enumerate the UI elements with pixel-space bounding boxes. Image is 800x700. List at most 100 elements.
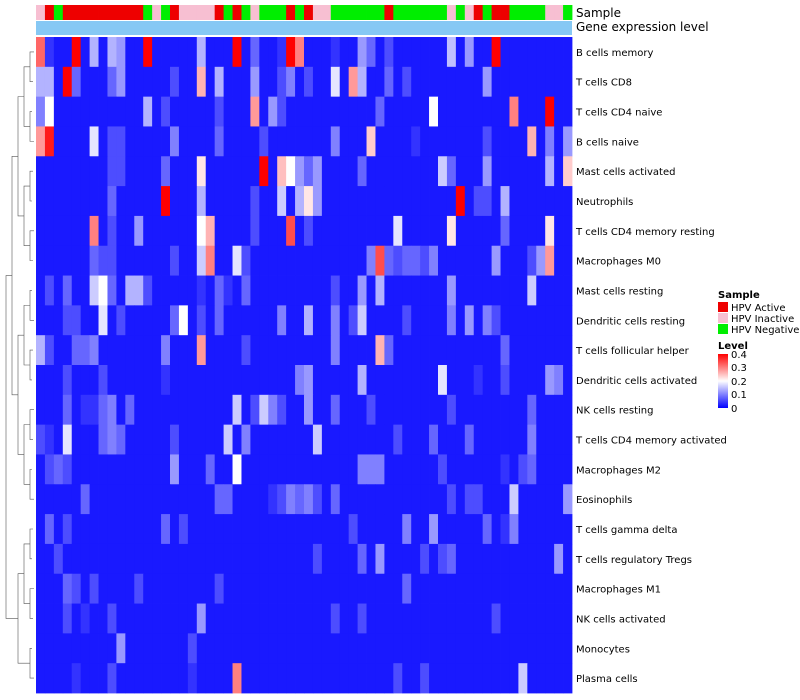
heatmap-cell <box>196 365 207 396</box>
heatmap-cell <box>241 394 251 426</box>
heatmap-cell <box>143 514 153 545</box>
heatmap-cell <box>527 424 537 455</box>
heatmap-cell <box>455 215 466 247</box>
heatmap-cell <box>446 484 457 515</box>
heatmap-cell <box>62 186 73 217</box>
heatmap-cell <box>277 37 287 68</box>
heatmap-cell <box>357 156 367 187</box>
heatmap-cell <box>214 126 224 157</box>
sample-annotation-cell <box>44 5 55 20</box>
heatmap-cell <box>295 424 305 455</box>
heatmap-cell <box>339 335 350 366</box>
heatmap-cell <box>518 454 528 485</box>
heatmap-cell <box>420 335 430 366</box>
heatmap-cell <box>420 305 430 336</box>
heatmap-cell <box>107 633 117 664</box>
heatmap-cell <box>125 96 135 127</box>
heatmap-cell <box>170 126 180 157</box>
heatmap-cell <box>277 215 287 247</box>
heatmap-cell <box>339 215 350 247</box>
heatmap-cell <box>286 96 296 127</box>
heatmap-cell <box>259 156 269 187</box>
heatmap-cell <box>125 603 135 634</box>
heatmap-cell <box>536 305 546 336</box>
heatmap-cell <box>223 156 233 187</box>
heatmap-cell <box>527 66 537 98</box>
heatmap-cell <box>429 454 439 485</box>
heatmap-cell <box>80 96 90 127</box>
heatmap-cell <box>420 484 430 515</box>
heatmap-cell <box>98 365 108 396</box>
level-legend-title: Level <box>718 341 748 352</box>
sample-annotation-cell <box>125 5 135 20</box>
heatmap-cell <box>80 186 90 217</box>
heatmap-cell <box>214 245 224 276</box>
heatmap-cell <box>339 365 350 396</box>
heatmap-cell <box>563 484 573 515</box>
heatmap-cell <box>286 335 296 366</box>
heatmap-cell <box>312 365 323 396</box>
heatmap-cell <box>554 394 564 426</box>
heatmap-cell <box>464 96 475 127</box>
heatmap-cell <box>366 96 376 127</box>
heatmap-cell <box>339 126 350 157</box>
heatmap-cell <box>491 335 501 366</box>
heatmap-cell <box>393 245 403 276</box>
heatmap-cell <box>196 543 207 575</box>
heatmap-cell <box>134 394 144 426</box>
heatmap-cell <box>241 454 251 485</box>
heatmap-cell <box>429 126 439 157</box>
heatmap-cell <box>205 126 216 157</box>
heatmap-cell <box>44 454 55 485</box>
heatmap-cell <box>286 663 296 694</box>
sample-annotation-cell <box>89 5 99 20</box>
heatmap-cell <box>339 603 350 634</box>
heatmap-cell <box>116 335 126 366</box>
heatmap-cell <box>134 484 144 515</box>
dendrogram-branch <box>23 543 30 604</box>
heatmap-cell <box>80 543 90 575</box>
heatmap-cell <box>53 66 64 98</box>
sample-annotation-bar <box>36 5 573 20</box>
heatmap-cell <box>241 66 251 98</box>
heatmap-cell <box>348 37 358 68</box>
heatmap-cell <box>44 305 55 336</box>
heatmap-cell <box>295 514 305 545</box>
heatmap-cell <box>321 215 332 247</box>
heatmap-cell <box>438 394 448 426</box>
heatmap-cell <box>161 305 171 336</box>
heatmap-cell <box>420 663 430 694</box>
heatmap-cell <box>178 186 189 217</box>
heatmap-cell <box>116 275 126 306</box>
heatmap-cell <box>321 663 332 694</box>
heatmap-cell <box>53 454 64 485</box>
heatmap-cell <box>62 335 73 366</box>
sample-annotation-cell <box>161 5 171 20</box>
heatmap-cell <box>393 424 403 455</box>
sample-annotation-cell <box>214 5 224 20</box>
heatmap-cell <box>116 96 126 127</box>
heatmap-cell <box>89 245 99 276</box>
heatmap-cell <box>455 156 466 187</box>
heatmap-cell <box>545 514 555 545</box>
heatmap-cell <box>402 365 412 396</box>
heatmap-cell <box>80 66 90 98</box>
heatmap-cell <box>36 573 46 604</box>
heatmap-cell <box>321 394 332 426</box>
heatmap-cell <box>107 96 117 127</box>
heatmap-cell <box>62 96 73 127</box>
heatmap-cell <box>464 633 475 664</box>
heatmap-cell <box>98 484 108 515</box>
heatmap-cell <box>259 394 269 426</box>
sample-annotation-cell <box>545 5 555 20</box>
sample-annotation-cell <box>53 5 64 20</box>
heatmap-cell <box>429 215 439 247</box>
heatmap-cell <box>554 37 564 68</box>
heatmap-cell <box>268 633 278 664</box>
heatmap-cell <box>80 37 90 68</box>
heatmap-cell <box>187 365 198 396</box>
heatmap-cell <box>125 156 135 187</box>
dendrogram-branch <box>29 647 34 679</box>
sample-annotation-cell <box>241 5 251 20</box>
heatmap-cell <box>98 573 108 604</box>
